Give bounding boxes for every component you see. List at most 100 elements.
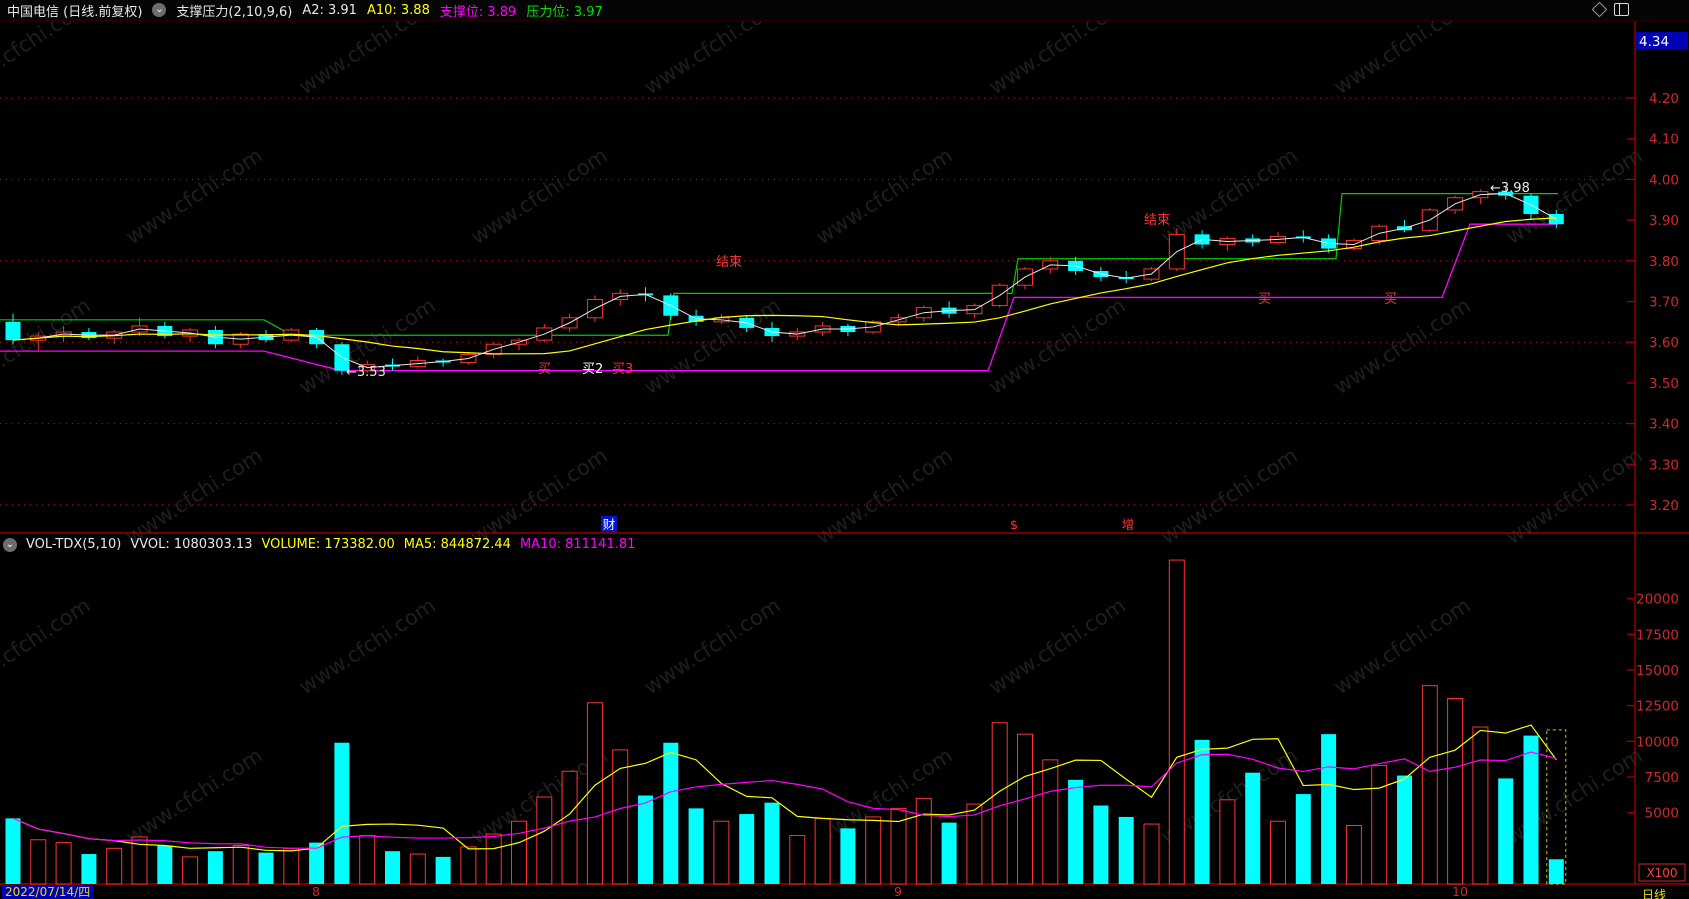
volume-tick-label: 7500	[1645, 770, 1679, 786]
month-label: 10	[1452, 884, 1468, 899]
volume-bar	[1371, 765, 1388, 885]
volume-indicator-name[interactable]: VOL-TDX(5,10)	[26, 537, 122, 552]
volume-bar	[991, 722, 1008, 885]
volume-bar	[536, 796, 553, 885]
watermark-text: www.cfchi.com	[1157, 143, 1302, 249]
pressure-line	[0, 193, 1558, 336]
event-marker: 财	[603, 517, 616, 532]
price-ma-slow-line	[12, 217, 1557, 355]
forming-volume-box	[1546, 729, 1567, 885]
volume-dropdown-icon[interactable]: ⌄	[3, 537, 17, 552]
indicator-name[interactable]: 支撑压力(2,10,9,6)	[176, 4, 293, 20]
price-tick-label: 3.30	[1649, 457, 1679, 473]
volume-bar	[1421, 685, 1438, 885]
volume-bar	[663, 742, 679, 884]
volume-ma10-value: MA10: 811141.81	[519, 537, 636, 552]
volume-bar	[1295, 794, 1311, 884]
price-tick-label: 3.80	[1649, 254, 1679, 270]
split-window-icon[interactable]	[1614, 3, 1629, 16]
volume-bar	[30, 839, 47, 885]
indicator-a2-value: A2: 3.91	[302, 2, 357, 18]
volume-bar	[1219, 799, 1236, 885]
selected-date-box[interactable]: 2022/07/14/四	[2, 885, 94, 899]
volume-ma5-value: MA5: 844872.44	[403, 537, 511, 552]
watermark-text: www.cfchi.com	[1502, 743, 1647, 849]
watermark-text: www.cfchi.com	[122, 143, 267, 249]
volume-unit-label: X100	[1646, 866, 1677, 880]
volume-tick-label: 15000	[1636, 663, 1679, 679]
volume-bar	[688, 808, 704, 884]
volume-ma5-line	[12, 724, 1557, 852]
chart-annotation: 买2	[582, 362, 603, 377]
candle-body	[5, 321, 21, 341]
price-tick-label: 4.00	[1649, 172, 1679, 188]
watermark-text: www.cfchi.com	[812, 743, 957, 849]
volume-bar	[309, 842, 325, 884]
volume-bar	[739, 814, 755, 884]
volume-bar	[359, 834, 376, 885]
volume-bar	[511, 820, 527, 885]
price-tick-label: 3.40	[1649, 417, 1679, 433]
price-ma-fast-line	[12, 193, 1557, 369]
volume-bar	[1042, 759, 1059, 885]
price-tick-label: 3.50	[1649, 376, 1679, 392]
volume-bar	[1447, 697, 1464, 885]
volume-bar	[890, 807, 907, 885]
volume-bar	[789, 834, 806, 885]
volume-bar	[1321, 734, 1337, 884]
volume-unit-box	[1638, 863, 1686, 882]
chart-annotation: 结束	[1144, 213, 1170, 228]
volume-bar	[182, 856, 199, 885]
volume-bar	[1093, 805, 1109, 884]
volume-bar	[460, 846, 477, 885]
volume-bar	[586, 702, 603, 885]
watermark-text: www.cfchi.com	[467, 143, 612, 249]
event-marker: $	[1010, 517, 1018, 532]
volume-bar	[865, 816, 882, 885]
volume-bar	[561, 770, 578, 885]
indicator-pressure-value: 压力位: 3.97	[526, 4, 603, 20]
volume-bar	[258, 852, 274, 884]
period-label[interactable]: 日线	[1642, 888, 1667, 899]
volume-value: VOLUME: 173382.00	[261, 537, 395, 552]
volume-bar	[814, 817, 831, 885]
watermark-text: www.cfchi.com	[1330, 293, 1475, 399]
vvol-value: VVOL: 1080303.13	[130, 537, 253, 552]
volume-bar	[966, 803, 983, 885]
volume-bar	[435, 856, 451, 884]
volume-bar	[1523, 735, 1539, 884]
volume-bar	[1068, 779, 1084, 884]
volume-bar	[713, 820, 730, 885]
chart-annotation: 买	[1384, 292, 1397, 307]
event-marker-box	[601, 516, 617, 532]
chart-annotation: 买	[538, 362, 551, 377]
watermark-text: www.cfchi.com	[122, 743, 267, 849]
volume-bar	[840, 828, 856, 884]
volume-bar	[385, 851, 400, 884]
top-indicator-bar: 中国电信 (日线.前复权) ⌄ 支撑压力(2,10,9,6) A2: 3.91 …	[0, 0, 1689, 21]
volume-bar	[1397, 775, 1412, 884]
chart-annotation: ←3.53	[346, 365, 386, 380]
volume-bar	[764, 802, 780, 884]
month-label: 9	[894, 884, 902, 899]
volume-bar	[5, 818, 21, 884]
volume-bar	[638, 795, 653, 884]
volume-tick-label: 10000	[1636, 734, 1679, 750]
volume-bar	[1194, 739, 1210, 884]
volume-bar	[283, 847, 300, 885]
watermark-text: www.cfchi.com	[0, 593, 95, 699]
volume-ma10-line	[12, 751, 1557, 849]
volume-bar	[1118, 816, 1134, 884]
indicator-dropdown-icon[interactable]: ⌄	[152, 3, 167, 17]
volume-bar	[131, 836, 148, 885]
volume-bar	[915, 797, 932, 885]
volume-pane-header: ⌄ VOL-TDX(5,10) VVOL: 1080303.13 VOLUME:…	[3, 537, 635, 552]
watermark-text: www.cfchi.com	[295, 593, 440, 699]
diamond-icon[interactable]	[1591, 1, 1608, 18]
volume-bar	[207, 851, 223, 884]
volume-tick-label: 5000	[1645, 806, 1679, 822]
watermark-text: www.cfchi.com	[1330, 593, 1475, 699]
volume-bar	[157, 845, 173, 884]
